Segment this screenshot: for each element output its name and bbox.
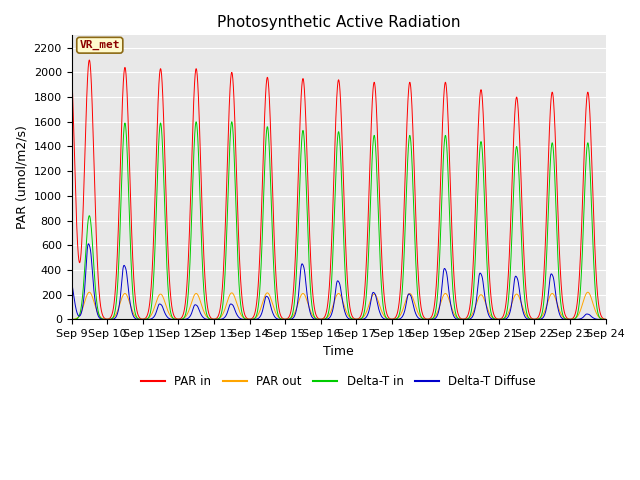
Text: VR_met: VR_met (79, 40, 120, 50)
Title: Photosynthetic Active Radiation: Photosynthetic Active Radiation (217, 15, 460, 30)
Legend: PAR in, PAR out, Delta-T in, Delta-T Diffuse: PAR in, PAR out, Delta-T in, Delta-T Dif… (136, 371, 541, 393)
Y-axis label: PAR (umol/m2/s): PAR (umol/m2/s) (15, 125, 28, 229)
X-axis label: Time: Time (323, 345, 354, 358)
